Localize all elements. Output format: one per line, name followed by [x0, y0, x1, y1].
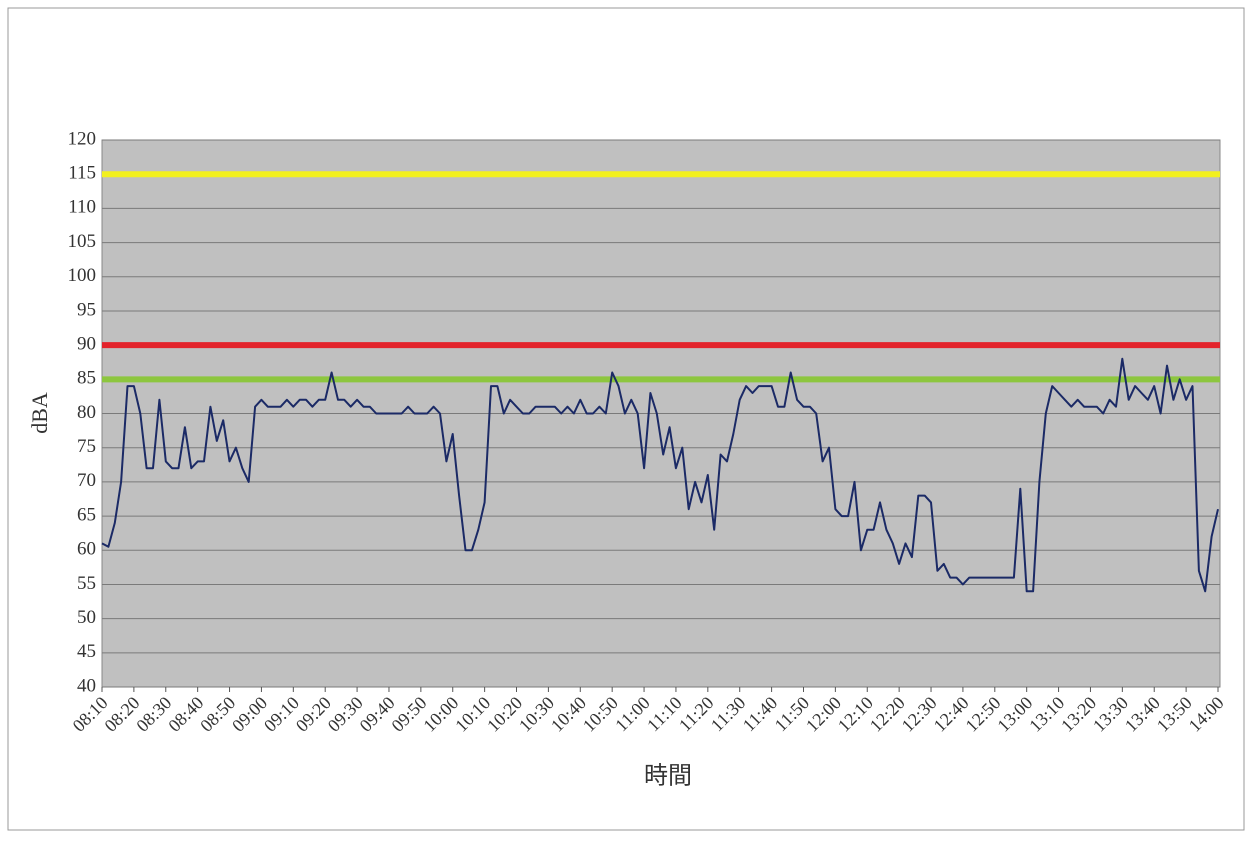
y-tick-label: 80 — [77, 402, 96, 423]
x-tick-label: 13:50 — [1153, 693, 1196, 736]
x-tick-label: 08:30 — [132, 693, 175, 736]
x-tick-label: 13:20 — [1057, 693, 1100, 736]
x-tick-label: 08:50 — [196, 693, 239, 736]
x-tick-label: 08:10 — [69, 693, 112, 736]
x-tick-label: 13:40 — [1121, 693, 1164, 736]
x-tick-label: 11:10 — [643, 693, 686, 736]
y-tick-label: 120 — [68, 128, 97, 149]
x-tick-label: 14:00 — [1185, 693, 1228, 736]
x-tick-label: 12:10 — [834, 693, 877, 736]
x-tick-label: 09:40 — [356, 693, 399, 736]
x-tick-label: 11:50 — [771, 693, 814, 736]
x-tick-label: 10:00 — [419, 693, 462, 736]
x-tick-label: 10:30 — [515, 693, 558, 736]
x-tick-label: 12:40 — [930, 693, 973, 736]
x-tick-label: 10:50 — [579, 693, 622, 736]
x-tick-label: 08:40 — [164, 693, 207, 736]
y-tick-label: 65 — [77, 504, 96, 525]
y-tick-label: 75 — [77, 436, 96, 457]
y-tick-label: 55 — [77, 573, 96, 594]
y-tick-label: 45 — [77, 641, 96, 662]
x-tick-label: 09:50 — [387, 693, 430, 736]
x-tick-label: 12:30 — [898, 693, 941, 736]
frame — [7, 7, 1245, 831]
x-tick-label: 11:20 — [675, 693, 718, 736]
x-tick-label: 09:00 — [228, 693, 271, 736]
x-tick-label: 13:00 — [993, 693, 1036, 736]
y-axis-label: dBA — [27, 392, 52, 434]
y-tick-label: 95 — [77, 299, 96, 320]
x-tick-label: 09:10 — [260, 693, 303, 736]
x-tick-label: 09:20 — [292, 693, 335, 736]
x-tick-label: 09:30 — [324, 693, 367, 736]
y-tick-label: 100 — [68, 265, 97, 286]
x-axis-label: 時間 — [644, 763, 692, 790]
x-tick-label: 08:20 — [100, 693, 143, 736]
x-tick-label: 11:40 — [739, 693, 782, 736]
data-line — [101, 357, 1219, 593]
x-tick-label: 11:00 — [611, 693, 654, 736]
y-tick-label: 90 — [77, 333, 96, 354]
y-tick-label: 60 — [77, 539, 96, 560]
x-tick-label: 13:30 — [1089, 693, 1132, 736]
y-tick-label: 110 — [68, 197, 96, 218]
y-tick-label: 85 — [77, 368, 96, 389]
x-tick-label: 12:20 — [866, 693, 909, 736]
x-tick-label: 10:40 — [547, 693, 590, 736]
x-tick-label: 10:10 — [451, 693, 494, 736]
y-tick-label: 40 — [77, 675, 96, 696]
x-tick-label: 12:00 — [802, 693, 845, 736]
y-tick-label: 50 — [77, 607, 96, 628]
x-tick-label: 11:30 — [707, 693, 750, 736]
x-tick-label: 13:10 — [1025, 693, 1068, 736]
y-tick-label: 115 — [68, 163, 96, 184]
x-tick-label: 10:20 — [483, 693, 526, 736]
y-tick-label: 70 — [77, 470, 96, 491]
x-tick-label: 12:50 — [961, 693, 1004, 736]
y-tick-label: 105 — [68, 231, 97, 252]
